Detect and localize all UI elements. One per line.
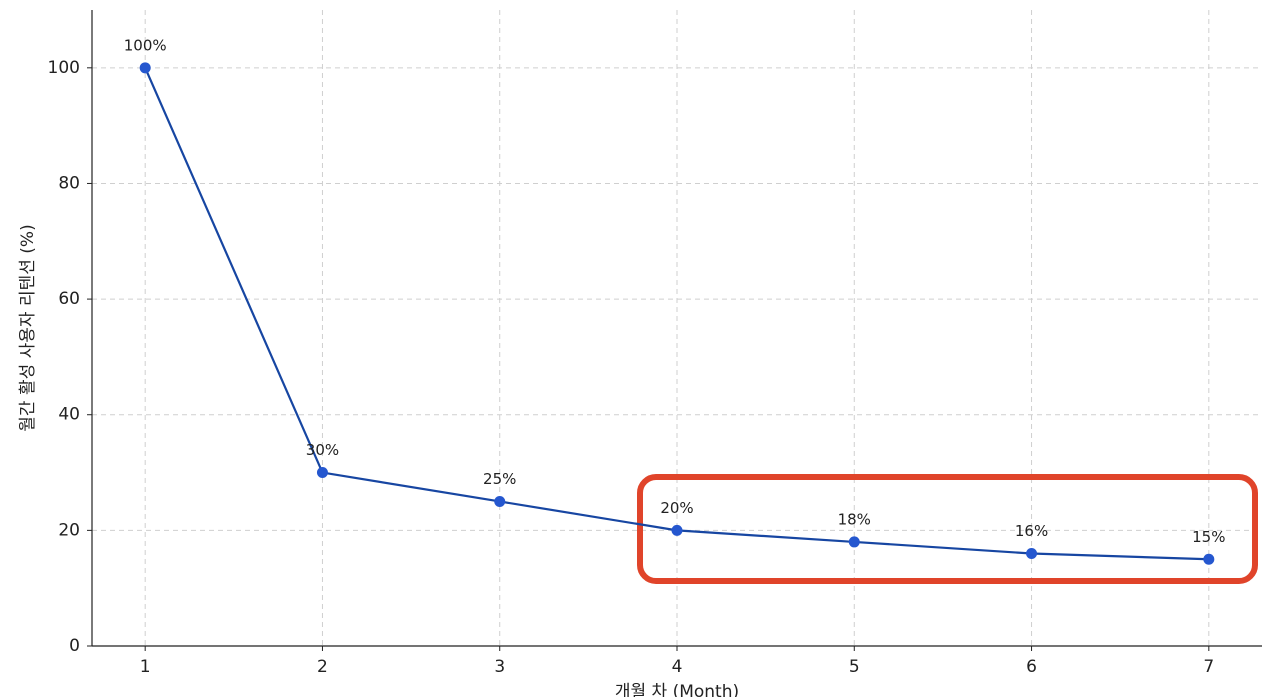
y-tick-label: 40 [58, 405, 80, 425]
marker [671, 524, 683, 536]
y-tick-label: 60 [58, 289, 80, 309]
x-tick-label: 6 [1026, 657, 1037, 677]
data-label: 30% [306, 441, 339, 459]
marker [848, 536, 860, 548]
marker [1203, 553, 1215, 565]
y-tick-label: 0 [69, 636, 80, 656]
x-tick-label: 2 [317, 657, 328, 677]
grid [92, 10, 1262, 647]
marker [316, 467, 328, 479]
y-tick-label: 80 [58, 173, 80, 193]
data-label: 16% [1015, 522, 1048, 540]
x-tick-label: 4 [672, 657, 683, 677]
x-tick-label: 7 [1203, 657, 1214, 677]
data-label: 20% [660, 499, 693, 517]
data-label: 18% [838, 510, 871, 528]
x-tick-label: 3 [494, 657, 505, 677]
data-label: 15% [1192, 528, 1225, 546]
marker [494, 495, 506, 507]
data-label: 25% [483, 470, 516, 488]
marker [1026, 547, 1038, 559]
highlight-box [637, 474, 1258, 584]
y-tick-label: 20 [58, 520, 80, 540]
x-tick-label: 5 [849, 657, 860, 677]
data-label: 100% [124, 36, 167, 54]
x-tick-label: 1 [140, 657, 151, 677]
y-tick-label: 100 [48, 58, 80, 78]
line [144, 67, 1209, 561]
x-axis-label: 개월 차 (Month) [615, 682, 739, 697]
marker [139, 62, 151, 74]
y-axis-label: 월간 활성 사용자 리텐션 (%) [18, 224, 38, 431]
